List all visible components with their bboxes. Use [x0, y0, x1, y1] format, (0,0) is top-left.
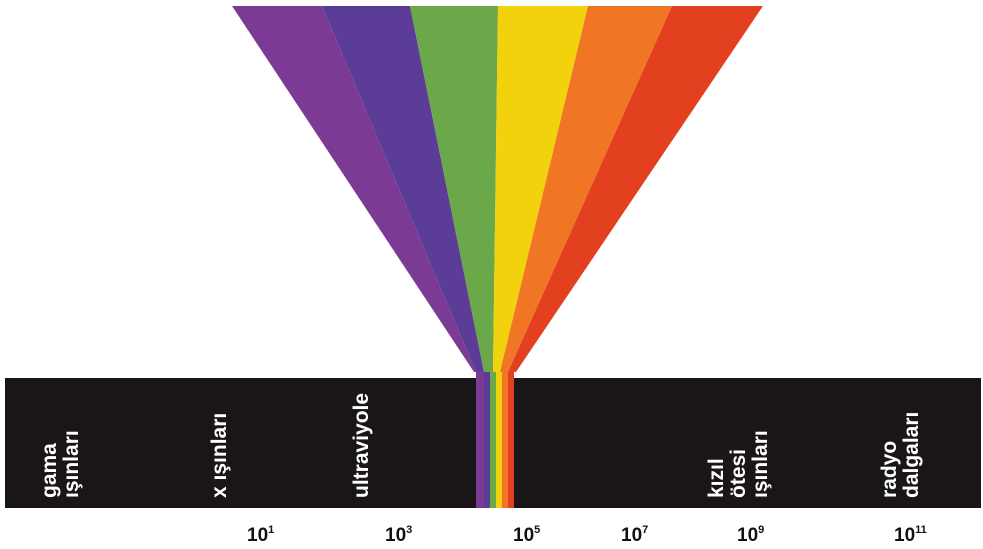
fan-band-indigo: [322, 6, 484, 372]
visible-strip: [476, 372, 514, 508]
fan-band-yellow: [493, 6, 588, 372]
scale-label-3: 103: [385, 524, 412, 546]
scale-label-1-base: 10: [247, 525, 268, 546]
label-xray: x ışınları: [208, 413, 231, 498]
scale-label-11-base: 10: [894, 525, 915, 546]
label-ultraviolet: ultraviyole: [350, 393, 373, 498]
fan-band-red: [508, 6, 763, 372]
fan-band-violet: [232, 6, 476, 372]
fan-band-orange: [500, 6, 672, 372]
scale-label-5: 105: [513, 524, 540, 546]
label-infrared-line1: kızıl: [705, 458, 728, 498]
scale-label-11: 1011: [894, 524, 927, 546]
label-radio-line2: dalgaları: [900, 412, 923, 498]
strip-red: [508, 372, 514, 508]
label-gamma-line2: ışınları: [60, 430, 83, 498]
scale-label-7-exp: 7: [642, 524, 648, 536]
label-gamma-line1: gama: [38, 443, 61, 498]
scale-label-3-exp: 3: [406, 524, 412, 536]
scale-label-9-base: 10: [737, 525, 758, 546]
strip-violet: [476, 372, 484, 508]
label-radio: radyo dalgaları: [878, 412, 923, 498]
strip-orange: [502, 372, 508, 508]
fan-band-green: [410, 6, 498, 372]
scale-label-1: 101: [247, 524, 274, 546]
label-gamma: gama ışınları: [38, 430, 83, 498]
label-infrared: kızıl ötesi ışınları: [705, 430, 772, 498]
strip-indigo: [484, 372, 490, 508]
label-xray-line1: x ışınları: [208, 413, 231, 498]
scale-label-11-exp: 11: [915, 524, 927, 536]
strip-yellow: [496, 372, 502, 508]
scale-label-9: 109: [737, 524, 764, 546]
scale-label-7-base: 10: [621, 525, 642, 546]
scale-label-9-exp: 9: [758, 524, 764, 536]
scale-label-7: 107: [621, 524, 648, 546]
label-infrared-line2: ötesi: [727, 449, 750, 498]
strip-green: [490, 372, 496, 508]
label-radio-line1: radyo: [878, 441, 901, 498]
scale-label-5-base: 10: [513, 525, 534, 546]
visible-light-fan: [232, 6, 763, 372]
scale-label-5-exp: 5: [534, 524, 540, 536]
scale-label-1-exp: 1: [268, 524, 274, 536]
label-ultraviolet-line1: ultraviyole: [350, 393, 373, 498]
scale-label-3-base: 10: [385, 525, 406, 546]
scale-labels: 101 103 105 107 109 1011: [247, 524, 927, 546]
label-infrared-line3: ışınları: [749, 430, 772, 498]
